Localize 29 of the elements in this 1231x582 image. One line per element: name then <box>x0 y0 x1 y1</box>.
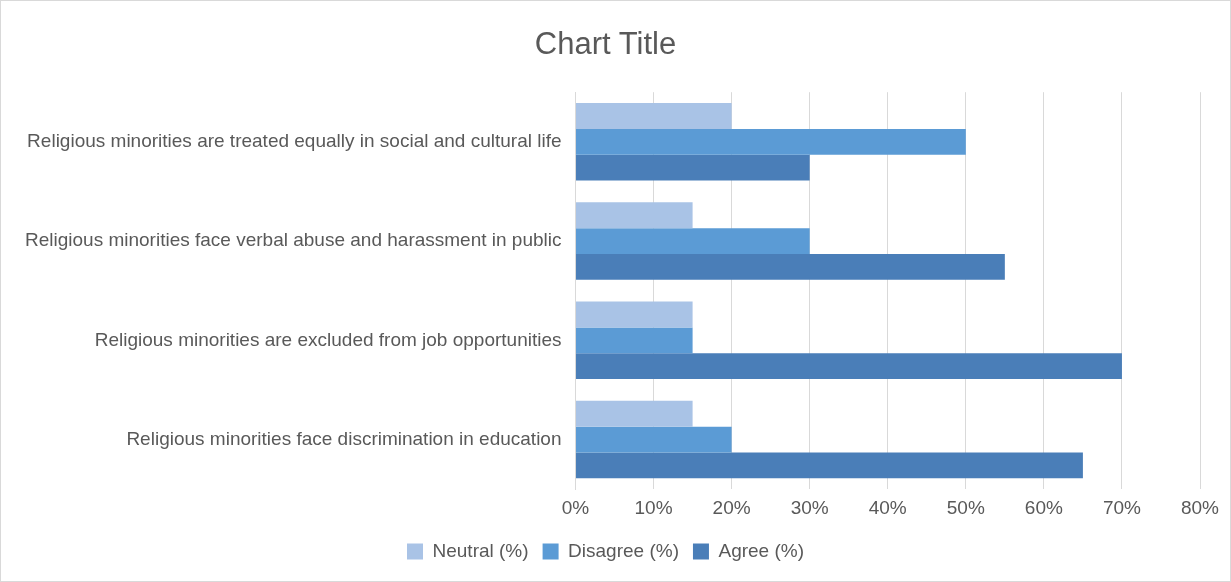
x-tick-label: 10% <box>634 496 673 518</box>
y-tick-label: Religious minorities face discrimination in education <box>126 427 562 449</box>
y-tick-label: Religious minorities are treated equally in social and cultural life <box>27 130 562 152</box>
bar <box>576 400 693 427</box>
bar <box>576 128 966 155</box>
bar <box>576 353 1122 380</box>
y-tick-label: Religious minorities are excluded from job opportunities <box>94 328 562 350</box>
x-tick-label: 20% <box>712 496 751 518</box>
x-tick-label: 70% <box>1102 496 1142 518</box>
legend-label: Agree (%) <box>718 539 804 561</box>
x-tick-label: 30% <box>790 496 829 518</box>
legend-label: Neutral (%) <box>432 539 529 561</box>
x-tick-label: 40% <box>868 496 907 518</box>
bar <box>576 202 693 229</box>
x-tick-label: 50% <box>946 496 985 518</box>
x-tick-label: 0% <box>561 496 590 518</box>
bar <box>576 253 1005 280</box>
x-tick-label: 60% <box>1024 496 1063 518</box>
bar <box>576 452 1083 479</box>
chart-title: Chart Title <box>534 26 677 62</box>
legend-label: Disagree (%) <box>568 539 679 561</box>
x-tick-label: 80% <box>1180 496 1220 518</box>
bar <box>576 228 810 254</box>
bar <box>576 327 693 354</box>
bar <box>576 103 732 129</box>
y-tick-label: Religious minorities face verbal abuse and harassment in public <box>24 229 562 251</box>
bar <box>576 301 693 328</box>
bar <box>576 426 732 453</box>
bar <box>576 154 810 181</box>
